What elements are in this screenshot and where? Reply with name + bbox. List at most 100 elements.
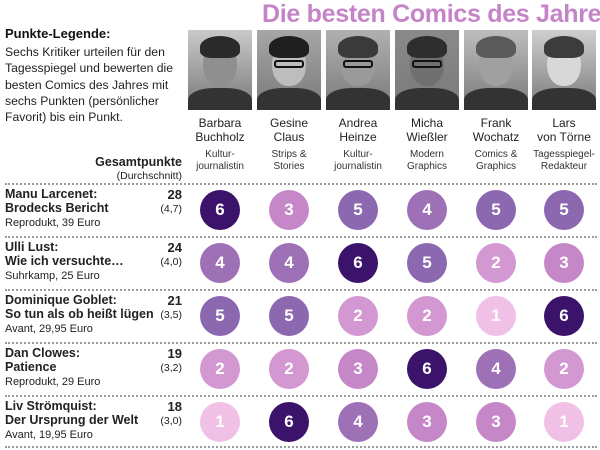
score-circle: 6 bbox=[269, 402, 309, 442]
table-row: Ulli Lust: Wie ich versuchte… Suhrkamp, 25… bbox=[5, 240, 185, 290]
page-title: Die besten Comics des Jahres bbox=[262, 0, 600, 28]
score-circle: 5 bbox=[338, 190, 378, 230]
critic-photo bbox=[326, 30, 390, 110]
comic-author: Ulli Lust: bbox=[5, 240, 59, 254]
critic-name: Gesine Claus bbox=[257, 116, 321, 144]
score-circle: 6 bbox=[338, 243, 378, 283]
comic-title: So tun als ob heißt lügen bbox=[5, 307, 154, 321]
critic-2: Gesine Claus Strips & Stories bbox=[257, 30, 321, 173]
critic-5: Frank Wochatz Comics & Graphics bbox=[464, 30, 528, 173]
critic-4: Micha Wießler Modern Graphics bbox=[395, 30, 459, 173]
row-divider bbox=[5, 289, 597, 291]
comic-title: Brodecks Bericht bbox=[5, 201, 109, 215]
comic-total: 19 bbox=[167, 346, 182, 361]
comic-author: Manu Larcenet: bbox=[5, 187, 98, 201]
totals-subheader: (Durchschnitt) bbox=[116, 170, 182, 182]
score-circle: 3 bbox=[338, 349, 378, 389]
table-row: Dan Clowes: Patience Reprodukt, 29 Euro 19(… bbox=[5, 346, 185, 396]
score-circle: 6 bbox=[407, 349, 447, 389]
critic-name: Barbara Buchholz bbox=[188, 116, 252, 144]
critic-last-name: Wochatz bbox=[472, 130, 520, 144]
score-circle: 2 bbox=[476, 243, 516, 283]
score-circle: 3 bbox=[544, 243, 584, 283]
score-circle: 2 bbox=[269, 349, 309, 389]
critic-role: Kultur-journalistin bbox=[334, 149, 382, 172]
critic-first-name: Barbara bbox=[198, 116, 242, 130]
comic-title: Der Ursprung der Welt bbox=[5, 413, 139, 427]
score-circle: 2 bbox=[407, 296, 447, 336]
score-circle: 5 bbox=[407, 243, 447, 283]
critic-1: Barbara Buchholz Kultur-journalistin bbox=[188, 30, 252, 173]
score-circle: 2 bbox=[338, 296, 378, 336]
row-divider bbox=[5, 183, 597, 185]
row-divider bbox=[5, 395, 597, 397]
critic-last-name: Wießler bbox=[406, 130, 448, 144]
legend-title: Punkte-Legende: bbox=[5, 26, 111, 41]
table-row: Manu Larcenet: Brodecks Bericht Reprodukt,… bbox=[5, 187, 185, 237]
comic-average: (4,0) bbox=[160, 256, 182, 268]
score-circle: 5 bbox=[476, 190, 516, 230]
table-row: Dominique Goblet: So tun als ob heißt lüg… bbox=[5, 293, 185, 343]
critic-name: Lars von Törne bbox=[532, 116, 596, 144]
critic-photo bbox=[188, 30, 252, 110]
score-circle: 5 bbox=[544, 190, 584, 230]
comic-publisher: Reprodukt, 29 Euro bbox=[5, 376, 101, 388]
critic-6: Lars von Törne Tagesspiegel- Redakteur bbox=[532, 30, 596, 173]
critic-name: Micha Wießler bbox=[395, 116, 459, 144]
row-divider bbox=[5, 342, 597, 344]
comic-average: (4,7) bbox=[160, 203, 182, 215]
critic-first-name: Micha bbox=[410, 116, 443, 130]
comic-average: (3,5) bbox=[160, 309, 182, 321]
score-circle: 6 bbox=[544, 296, 584, 336]
legend-text: Sechs Kritiker urteilen für den Tagesspi… bbox=[5, 45, 174, 125]
critic-role: Kultur-journalistin bbox=[196, 149, 244, 172]
critic-last-name: Buchholz bbox=[195, 130, 245, 144]
row-divider bbox=[5, 236, 597, 238]
critic-photo bbox=[257, 30, 321, 110]
critic-first-name: Andrea bbox=[338, 116, 378, 130]
critic-first-name: Lars bbox=[552, 116, 576, 130]
critic-role: Comics & Graphics bbox=[474, 149, 518, 172]
score-circle: 6 bbox=[200, 190, 240, 230]
comic-title: Patience bbox=[5, 360, 57, 374]
score-circle: 4 bbox=[476, 349, 516, 389]
comic-total: 24 bbox=[167, 240, 182, 255]
score-circle: 5 bbox=[269, 296, 309, 336]
comic-average: (3,2) bbox=[160, 362, 182, 374]
critic-name: Frank Wochatz bbox=[464, 116, 528, 144]
critic-first-name: Gesine bbox=[269, 116, 309, 130]
comic-author: Liv Strömquist: bbox=[5, 399, 97, 413]
row-divider bbox=[5, 446, 597, 448]
critic-3: Andrea Heinze Kultur-journalistin bbox=[326, 30, 390, 173]
legend: Punkte-Legende: Sechs Kritiker urteilen … bbox=[5, 26, 190, 125]
critic-last-name: Claus bbox=[273, 130, 305, 144]
critic-role: Strips & Stories bbox=[271, 149, 307, 172]
table-row: Liv Strömquist: Der Ursprung der Welt Avan… bbox=[5, 399, 185, 449]
comic-total: 28 bbox=[167, 187, 182, 202]
comic-average: (3,0) bbox=[160, 415, 182, 427]
critic-photo bbox=[395, 30, 459, 110]
critic-photo bbox=[464, 30, 528, 110]
critic-role: Modern Graphics bbox=[406, 149, 447, 172]
score-circle: 1 bbox=[476, 296, 516, 336]
comic-total: 21 bbox=[167, 293, 182, 308]
critic-photo bbox=[532, 30, 596, 110]
score-circle: 3 bbox=[476, 402, 516, 442]
critic-name: Andrea Heinze bbox=[326, 116, 390, 144]
score-circle: 1 bbox=[544, 402, 584, 442]
score-circle: 4 bbox=[407, 190, 447, 230]
score-circle: 2 bbox=[200, 349, 240, 389]
comic-publisher: Avant, 29,95 Euro bbox=[5, 323, 93, 335]
score-circle: 3 bbox=[269, 190, 309, 230]
critic-role: Tagesspiegel- Redakteur bbox=[533, 149, 595, 172]
score-circle: 3 bbox=[407, 402, 447, 442]
score-circle: 2 bbox=[544, 349, 584, 389]
comic-total: 18 bbox=[167, 399, 182, 414]
comic-publisher: Reprodukt, 39 Euro bbox=[5, 217, 101, 229]
comic-title: Wie ich versuchte… bbox=[5, 254, 124, 268]
score-circle: 4 bbox=[338, 402, 378, 442]
comic-publisher: Suhrkamp, 25 Euro bbox=[5, 270, 100, 282]
critic-first-name: Frank bbox=[480, 116, 512, 130]
critic-last-name: Heinze bbox=[339, 130, 377, 144]
score-circle: 5 bbox=[200, 296, 240, 336]
